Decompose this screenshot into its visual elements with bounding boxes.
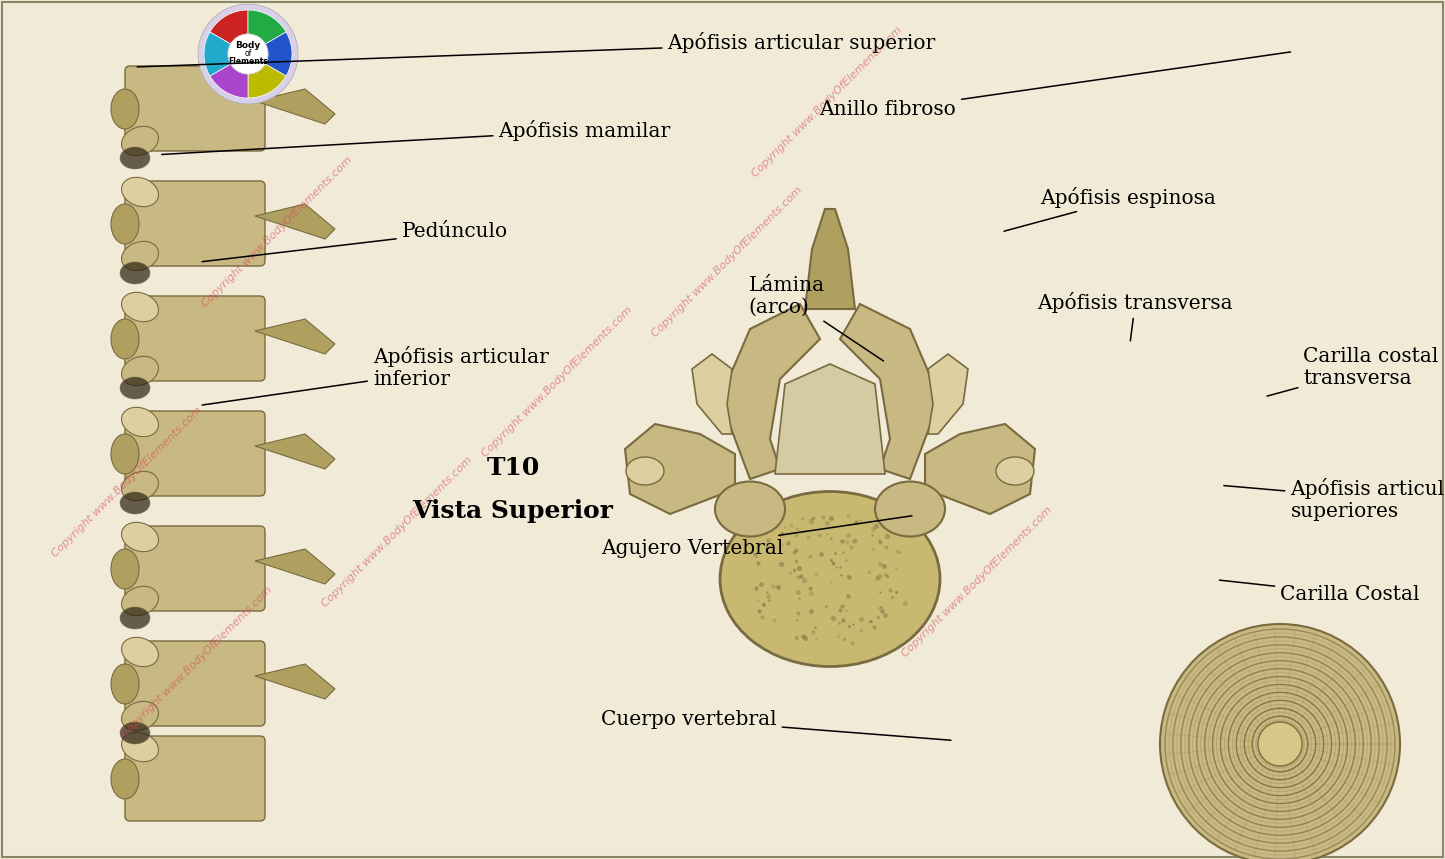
Circle shape	[1259, 722, 1302, 766]
Ellipse shape	[111, 89, 139, 129]
Ellipse shape	[111, 664, 139, 704]
Text: Copyright www.BodyOfElements.com: Copyright www.BodyOfElements.com	[480, 305, 634, 459]
Polygon shape	[626, 424, 736, 514]
Circle shape	[198, 4, 298, 104]
Ellipse shape	[626, 457, 665, 485]
Ellipse shape	[121, 407, 159, 436]
Text: T10: T10	[487, 456, 539, 480]
Text: Copyright www.BodyOfElements.com: Copyright www.BodyOfElements.com	[319, 455, 474, 609]
Polygon shape	[254, 664, 335, 699]
Text: Apófisis espinosa: Apófisis espinosa	[1004, 187, 1217, 231]
Ellipse shape	[876, 482, 945, 537]
Ellipse shape	[121, 701, 159, 731]
Ellipse shape	[121, 292, 159, 321]
Text: Apófisis articular superior: Apófisis articular superior	[137, 33, 936, 67]
Ellipse shape	[120, 492, 150, 514]
Ellipse shape	[121, 472, 159, 501]
Text: Apófisis articular
inferior: Apófisis articular inferior	[202, 346, 549, 405]
Wedge shape	[249, 10, 286, 44]
Text: Vista Superior: Vista Superior	[412, 499, 614, 523]
Text: Copyright www.BodyOfElements.com: Copyright www.BodyOfElements.com	[199, 155, 354, 309]
Ellipse shape	[121, 587, 159, 616]
Ellipse shape	[120, 607, 150, 629]
Wedge shape	[266, 32, 292, 76]
Text: Body: Body	[236, 40, 260, 50]
FancyBboxPatch shape	[126, 296, 264, 381]
Ellipse shape	[121, 637, 159, 667]
Ellipse shape	[121, 733, 159, 762]
Text: Lámina
(arco): Lámina (arco)	[749, 276, 883, 361]
Text: Copyright www.BodyOfElements.com: Copyright www.BodyOfElements.com	[750, 25, 905, 179]
Text: Copyright www.BodyOfElements.com: Copyright www.BodyOfElements.com	[900, 505, 1055, 659]
Wedge shape	[204, 32, 231, 76]
FancyBboxPatch shape	[126, 411, 264, 496]
Ellipse shape	[715, 482, 785, 537]
Ellipse shape	[111, 759, 139, 799]
Ellipse shape	[121, 126, 159, 155]
Text: Pedúnculo: Pedúnculo	[202, 222, 507, 262]
Ellipse shape	[120, 377, 150, 399]
Polygon shape	[720, 304, 819, 479]
Ellipse shape	[121, 241, 159, 271]
Text: of: of	[244, 48, 251, 58]
Polygon shape	[254, 204, 335, 239]
Polygon shape	[805, 209, 855, 309]
Text: Apófisis mamilar: Apófisis mamilar	[162, 120, 670, 155]
Ellipse shape	[111, 434, 139, 474]
Polygon shape	[254, 434, 335, 469]
Polygon shape	[254, 549, 335, 584]
Text: Copyright www.BodyOfElements.com: Copyright www.BodyOfElements.com	[650, 185, 805, 339]
Text: Carilla Costal: Carilla Costal	[1220, 580, 1420, 604]
Polygon shape	[254, 319, 335, 354]
Circle shape	[228, 34, 267, 74]
Ellipse shape	[996, 457, 1035, 485]
Wedge shape	[210, 10, 249, 44]
Polygon shape	[925, 424, 1035, 514]
FancyBboxPatch shape	[126, 641, 264, 726]
Ellipse shape	[120, 147, 150, 169]
Circle shape	[1160, 624, 1400, 859]
Text: Copyright www.BodyOfElements.com: Copyright www.BodyOfElements.com	[51, 405, 204, 559]
Ellipse shape	[111, 319, 139, 359]
Wedge shape	[210, 64, 249, 98]
Text: Cuerpo vertebral: Cuerpo vertebral	[601, 710, 951, 740]
Ellipse shape	[121, 522, 159, 551]
Ellipse shape	[111, 549, 139, 589]
FancyBboxPatch shape	[126, 181, 264, 266]
Polygon shape	[254, 89, 335, 124]
Text: Apófisis transversa: Apófisis transversa	[1038, 292, 1233, 341]
Ellipse shape	[720, 491, 941, 667]
Text: Apófisis articulares
superiores: Apófisis articulares superiores	[1224, 478, 1445, 521]
Text: Copyright www.BodyOfElements.com: Copyright www.BodyOfElements.com	[120, 585, 275, 739]
Text: Carilla costal
transversa: Carilla costal transversa	[1267, 347, 1439, 396]
Ellipse shape	[121, 177, 159, 207]
Ellipse shape	[121, 356, 159, 386]
FancyBboxPatch shape	[126, 66, 264, 151]
Polygon shape	[692, 354, 733, 434]
Ellipse shape	[120, 262, 150, 284]
Polygon shape	[840, 304, 941, 479]
Wedge shape	[249, 64, 286, 98]
Text: Elements: Elements	[228, 58, 267, 66]
Ellipse shape	[120, 722, 150, 744]
Text: Agujero Vertebral: Agujero Vertebral	[601, 515, 912, 557]
FancyBboxPatch shape	[126, 736, 264, 821]
FancyBboxPatch shape	[126, 526, 264, 611]
Polygon shape	[775, 364, 884, 474]
Polygon shape	[928, 354, 968, 434]
Text: Anillo fibroso: Anillo fibroso	[819, 52, 1290, 119]
Ellipse shape	[111, 204, 139, 244]
